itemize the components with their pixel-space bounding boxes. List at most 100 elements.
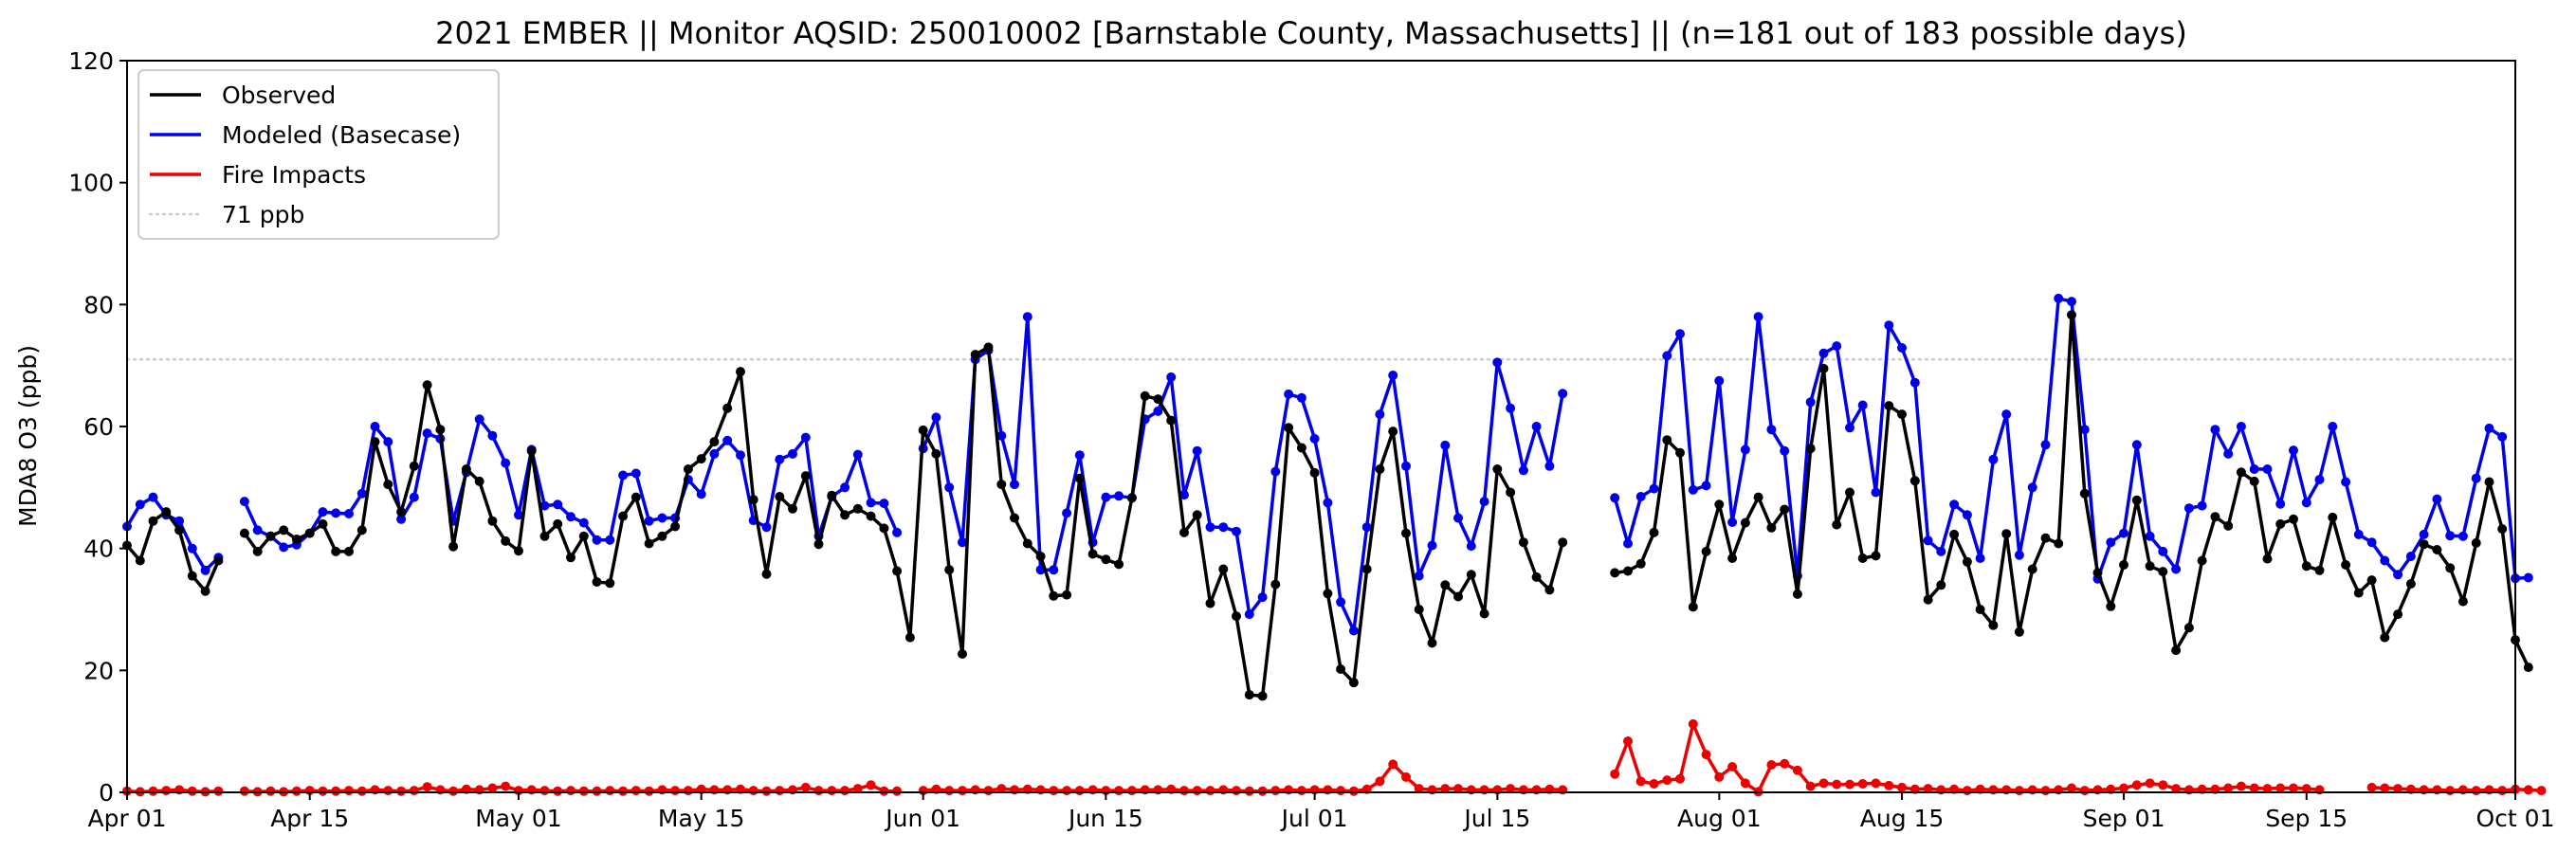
data-point — [2236, 422, 2246, 431]
data-point — [252, 525, 263, 535]
data-point — [630, 786, 641, 796]
data-point — [2223, 520, 2234, 531]
data-point — [1871, 778, 1881, 789]
data-point — [200, 586, 210, 596]
data-point — [566, 786, 575, 796]
data-point — [1975, 605, 1985, 614]
data-point — [2366, 575, 2377, 586]
data-point — [2275, 499, 2286, 509]
data-point — [1675, 447, 1685, 458]
data-point — [1114, 559, 1124, 570]
data-point — [1257, 691, 1268, 701]
data-point — [461, 464, 471, 474]
data-point — [1518, 465, 1528, 476]
data-point — [1506, 403, 1516, 413]
data-point — [2131, 780, 2142, 790]
data-point — [1727, 517, 1738, 527]
data-point — [279, 542, 289, 553]
data-point — [2432, 545, 2442, 554]
data-point — [501, 535, 511, 546]
data-point — [1688, 602, 1698, 612]
data-point — [2014, 626, 2024, 637]
data-point — [200, 565, 210, 575]
data-point — [813, 786, 824, 796]
data-point — [2262, 554, 2273, 564]
data-point — [2419, 529, 2429, 539]
data-point — [2405, 552, 2416, 561]
data-point — [2484, 423, 2494, 433]
data-point — [1296, 443, 1306, 453]
data-point — [1074, 473, 1085, 483]
data-point — [1232, 786, 1241, 796]
data-point — [2366, 782, 2377, 792]
data-point — [1257, 592, 1268, 603]
data-point — [1897, 409, 1907, 420]
x-tick-label: Sep 01 — [2083, 805, 2165, 832]
data-point — [1414, 784, 1424, 794]
data-point — [2027, 482, 2037, 493]
data-point — [1453, 591, 1463, 602]
data-point — [761, 786, 772, 796]
data-point — [2366, 537, 2377, 548]
data-point — [1975, 554, 1985, 563]
data-point — [1388, 371, 1398, 380]
data-point — [1780, 504, 1790, 515]
data-point — [356, 488, 367, 499]
data-point — [852, 503, 863, 514]
data-point — [1832, 519, 1842, 530]
data-point — [2445, 563, 2456, 573]
data-point — [2223, 783, 2234, 793]
data-point — [1166, 372, 1177, 382]
data-point — [1440, 440, 1451, 450]
data-point — [1635, 558, 1646, 569]
data-point — [526, 445, 537, 456]
data-point — [761, 522, 772, 533]
data-point — [1492, 464, 1503, 474]
data-point — [1336, 664, 1346, 674]
data-point — [148, 516, 158, 526]
data-point — [944, 565, 955, 575]
legend: Observed Modeled (Basecase) Fire Impacts 71… — [137, 69, 500, 240]
data-point — [1923, 594, 1933, 605]
data-point — [2419, 539, 2429, 550]
data-point — [1296, 786, 1306, 796]
data-point — [1179, 527, 1189, 537]
data-point — [592, 786, 602, 796]
data-point — [2249, 476, 2259, 486]
data-point — [1179, 490, 1189, 500]
y-tick-label: 120 — [68, 47, 114, 75]
data-point — [1506, 487, 1516, 498]
data-point — [422, 380, 432, 390]
data-point — [1558, 537, 1568, 548]
data-point — [553, 499, 563, 510]
data-point — [879, 523, 889, 534]
data-point — [2197, 500, 2207, 511]
data-point — [2314, 565, 2325, 575]
data-point — [996, 480, 1007, 490]
x-tick-label: Apr 01 — [87, 805, 166, 832]
data-point — [709, 437, 720, 447]
data-point — [1232, 611, 1241, 622]
data-point — [1479, 497, 1489, 507]
data-point — [344, 546, 354, 556]
data-point — [2171, 645, 2182, 656]
data-point — [383, 480, 393, 490]
data-point — [1805, 397, 1816, 408]
data-point — [1635, 492, 1646, 501]
data-point — [775, 786, 785, 796]
x-tick-label: Jun 15 — [1067, 805, 1143, 832]
data-point — [1740, 517, 1750, 528]
legend-label: Observed — [222, 82, 336, 109]
data-point — [1649, 527, 1659, 537]
data-point — [2001, 409, 2012, 420]
data-point — [1740, 778, 1750, 789]
data-point — [1780, 758, 1790, 769]
data-point — [396, 507, 407, 517]
data-point — [331, 508, 341, 518]
data-point — [2536, 786, 2547, 796]
data-point — [1375, 776, 1385, 787]
data-point — [1427, 638, 1437, 648]
data-point — [501, 781, 511, 791]
data-point — [1401, 771, 1411, 782]
